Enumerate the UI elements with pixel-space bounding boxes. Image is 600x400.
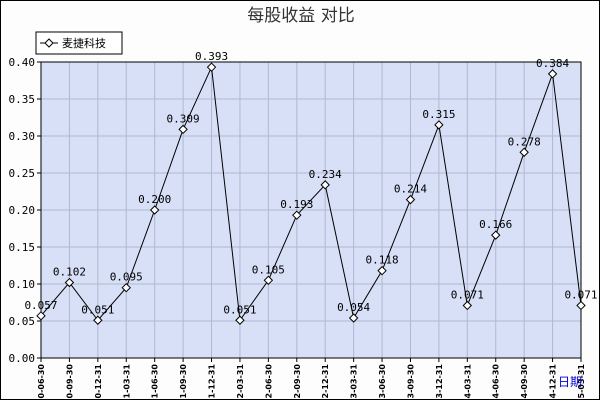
data-label: 0.095 [110, 271, 143, 284]
data-point-diamond-icon [405, 194, 416, 205]
data-point-diamond-icon [491, 230, 501, 240]
x-tick-label: 2021-06-30 [151, 364, 160, 399]
y-tick-label: 0.10 [9, 278, 36, 291]
chart-title: 每股收益 对比 [247, 6, 354, 26]
series-line-path [40, 65, 582, 322]
x-tick-label: 2020-09-30 [65, 364, 74, 399]
x-tick-label: 2025-03-31 [577, 364, 586, 399]
x-tick-label: 2024-09-30 [520, 364, 529, 399]
data-label: 0.200 [138, 193, 171, 206]
x-tick-label: 2020-12-31 [94, 364, 103, 399]
x-tick-label: 2024-06-30 [492, 364, 501, 399]
data-point-diamond-icon [93, 315, 103, 325]
legend-label: 麦捷科技 [62, 36, 106, 50]
y-tick-label: 0.05 [9, 315, 36, 328]
data-label: 0.315 [422, 108, 455, 121]
data-label: 0.278 [508, 135, 541, 148]
x-tick-label: 2023-12-31 [435, 364, 444, 399]
x-tick-label: 2022-12-31 [321, 364, 330, 399]
data-label: 0.102 [53, 266, 86, 279]
data-point-diamond-icon [576, 300, 586, 311]
y-tick-label: 0.15 [9, 241, 36, 254]
data-label: 0.051 [223, 303, 256, 316]
x-tick-label: 2021-03-31 [122, 364, 131, 399]
data-point-diamond-icon [121, 282, 131, 293]
x-tick-label: 2023-03-31 [350, 364, 359, 399]
data-point-diamond-icon [377, 265, 387, 276]
data-labels: 0.057 0.102 0.051 0.095 0.200 0.309 0.393 0.051… [24, 50, 597, 316]
data-label: 0.071 [451, 288, 484, 301]
x-tick-label: 2020-06-30 [37, 364, 46, 399]
data-point-diamond-icon [434, 120, 444, 130]
data-label: 0.393 [195, 50, 228, 63]
data-label: 0.057 [24, 299, 57, 312]
data-label: 0.214 [394, 183, 427, 196]
y-tick-label: 0.40 [9, 56, 36, 69]
data-label: 0.071 [564, 288, 597, 301]
x-axis-tick-labels: 2020-06-30 2020-09-30 2020-12-31 2021-03-31… [37, 364, 586, 399]
x-tick-label: 2021-09-30 [179, 364, 188, 399]
x-tick-label: 2022-09-30 [293, 364, 302, 399]
data-label: 0.193 [280, 198, 313, 211]
axes [37, 61, 582, 362]
x-tick-label: 2022-03-31 [236, 364, 245, 399]
data-label: 0.234 [309, 168, 342, 181]
data-point-diamond-icon [263, 275, 274, 286]
y-tick-label: 0.00 [9, 352, 36, 365]
data-label: 0.384 [536, 57, 569, 70]
data-label: 0.118 [365, 254, 398, 267]
y-axis-tick-labels: 0.00 0.05 0.10 0.15 0.20 0.25 0.30 0.35 0.40 [9, 56, 36, 365]
legend: 麦捷科技 [35, 31, 123, 55]
data-point-diamond-icon [547, 69, 558, 79]
data-point-diamond-icon [206, 62, 217, 72]
x-tick-label: 2022-06-30 [264, 364, 273, 399]
plot-border [40, 61, 582, 359]
x-axis-label: 日期 [558, 375, 582, 389]
data-point-diamond-icon [64, 277, 75, 288]
data-label: 0.166 [479, 218, 512, 231]
x-tick-label: 2024-03-31 [463, 364, 472, 399]
y-tick-label: 0.35 [9, 93, 36, 106]
y-tick-label: 0.25 [9, 167, 36, 180]
x-tick-label: 2023-06-30 [378, 364, 387, 399]
data-point-diamond-icon [292, 210, 302, 220]
x-tick-label: 2024-12-31 [549, 364, 558, 399]
data-label: 0.309 [167, 112, 200, 125]
data-point-diamond-icon [320, 180, 330, 190]
x-tick-label: 2021-12-31 [208, 364, 217, 399]
legend-box [35, 31, 123, 55]
data-point-diamond-icon [178, 124, 188, 135]
data-point-diamond-icon [235, 315, 245, 325]
data-point-diamond-icon [348, 313, 359, 323]
data-point-diamond-icon [519, 147, 529, 157]
data-label: 0.051 [81, 303, 114, 316]
x-tick-label: 2023-09-30 [406, 364, 415, 399]
y-tick-label: 0.30 [9, 130, 36, 143]
data-point-diamond-icon [36, 311, 46, 321]
data-point-diamond-icon [149, 205, 160, 215]
series-markers [36, 62, 586, 325]
y-tick-label: 0.20 [9, 204, 36, 217]
legend-diamond-icon [44, 38, 54, 48]
series-line [40, 65, 582, 322]
data-label: 0.054 [337, 301, 370, 314]
data-point-diamond-icon [462, 300, 473, 311]
data-label: 0.105 [252, 263, 285, 276]
